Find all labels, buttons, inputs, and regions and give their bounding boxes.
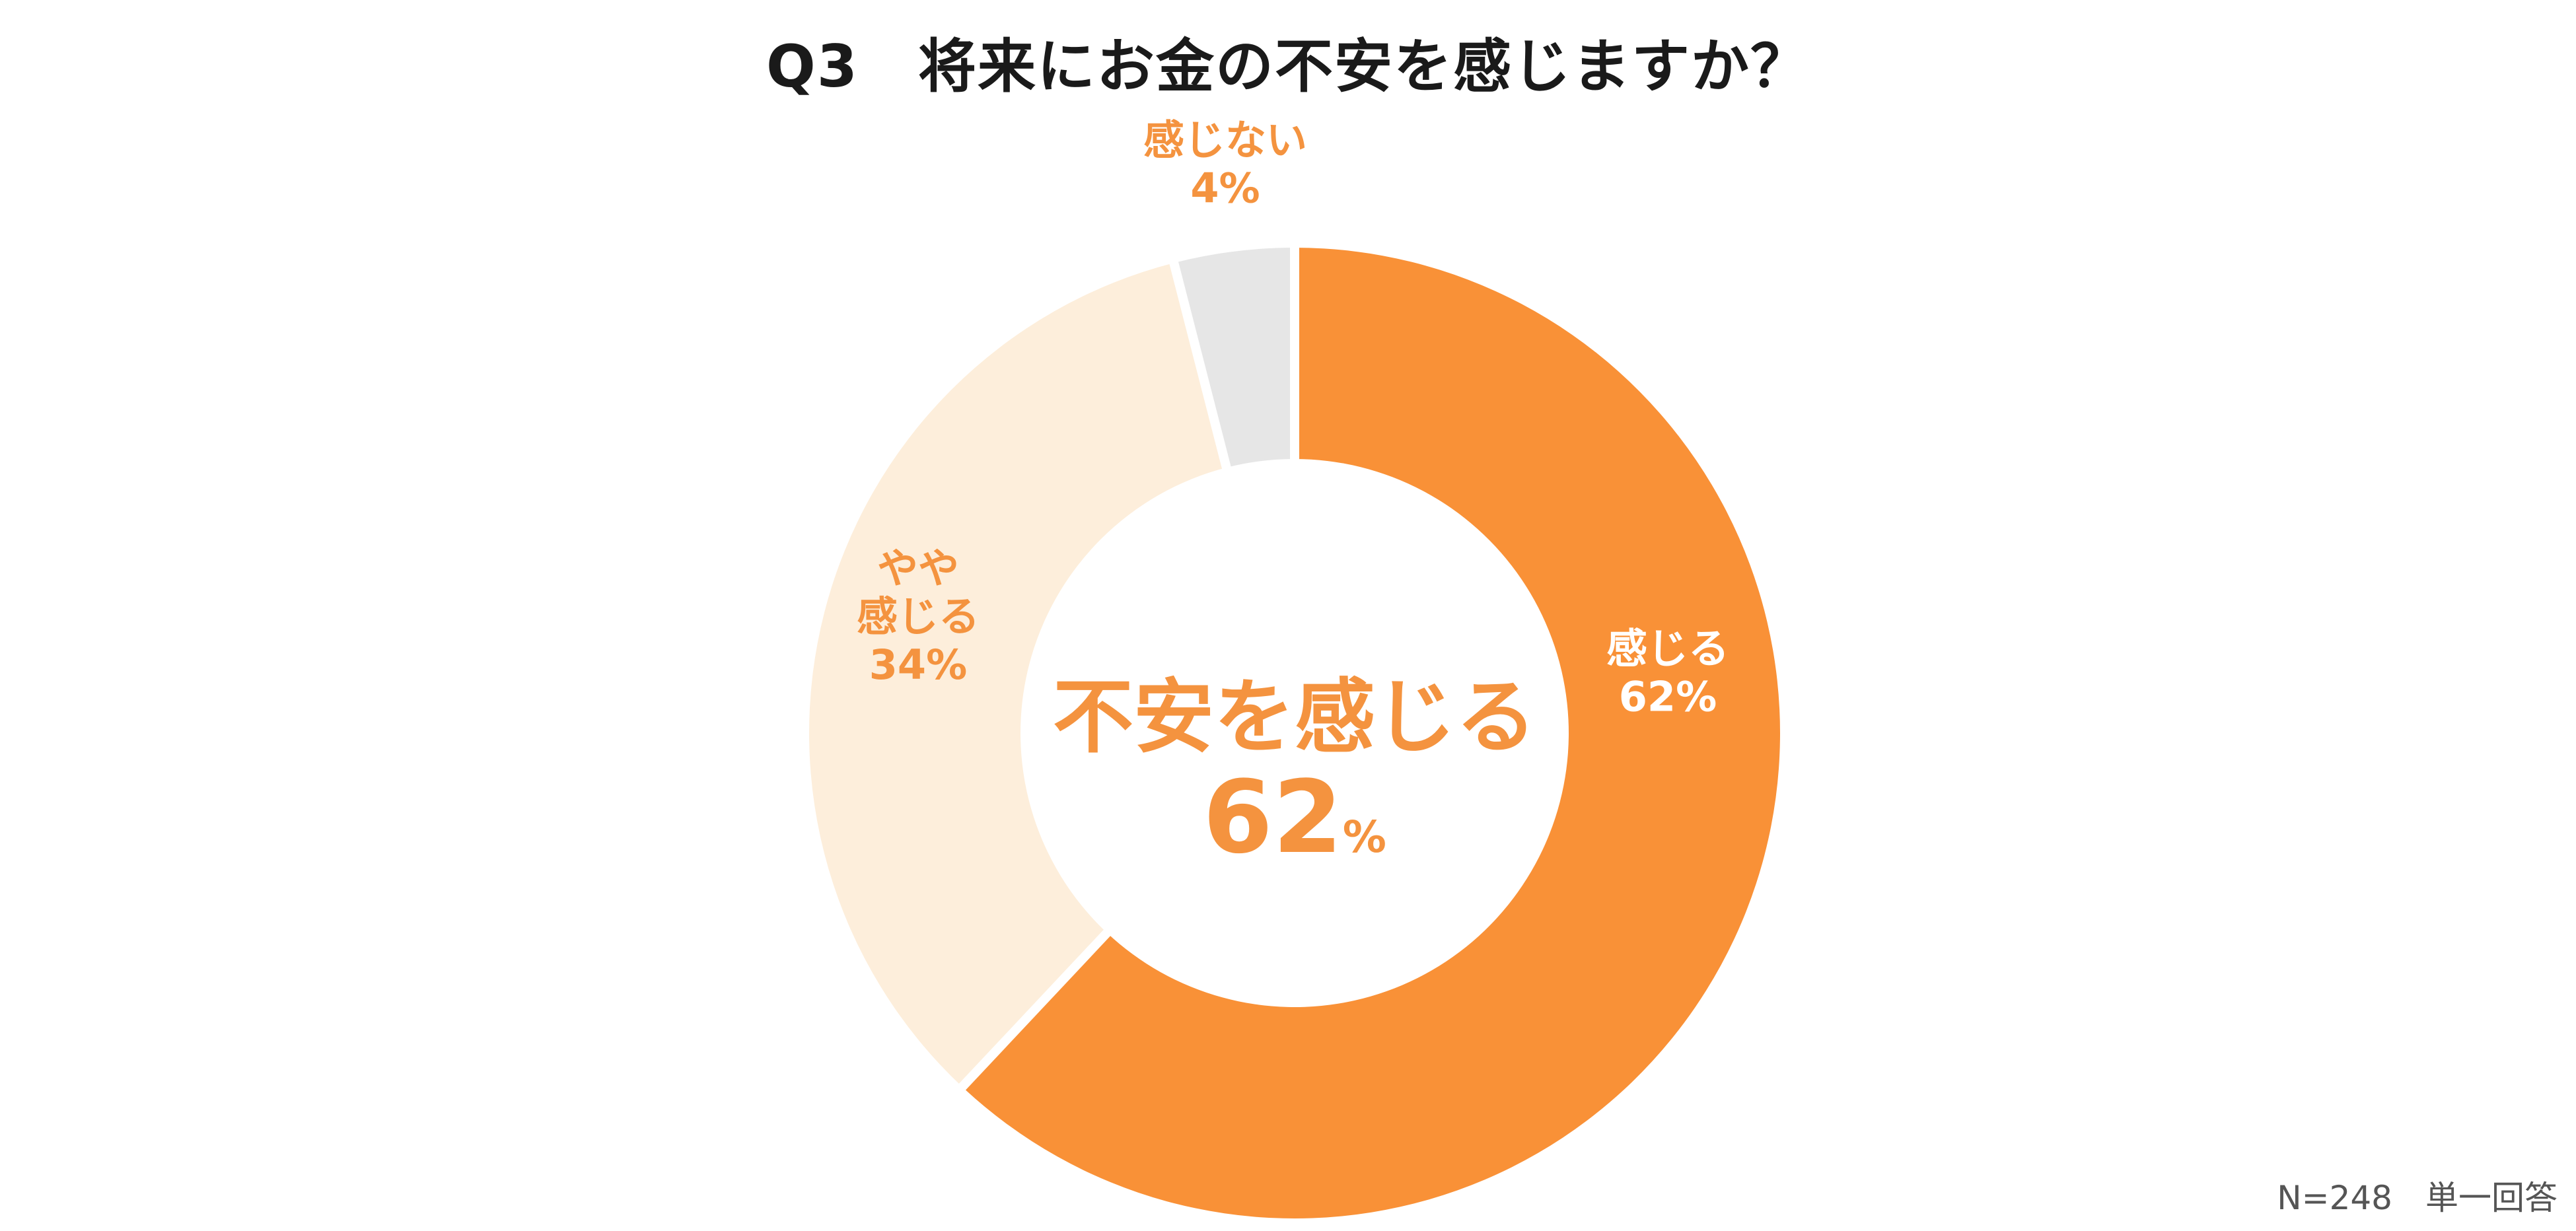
slice-label-line: 感じない	[1143, 116, 1307, 164]
slice-label-value: 62%	[1619, 673, 1717, 721]
slice-label-kanjiru: 感じる 62%	[1606, 624, 1729, 721]
slice-separator	[1167, 255, 1233, 475]
center-label-text: 不安を感じる	[1053, 670, 1536, 764]
center-label-value: 62	[1203, 759, 1343, 876]
slice-yaya-kanjiru	[809, 263, 1227, 1087]
sample-note: N=248 単一回答	[2277, 1179, 2558, 1217]
slice-label-line: 感じる	[857, 592, 980, 641]
slice-label-line: やや	[877, 544, 959, 592]
center-label-unit: %	[1343, 812, 1386, 862]
slice-label-value: 34%	[869, 641, 967, 689]
svg-text:62%: 62%	[1203, 759, 1386, 876]
slice-label-yaya-kanjiru: やや感じる 34%	[857, 544, 980, 689]
slice-label-value: 4%	[1190, 164, 1260, 213]
slice-label-kanjinai: 感じない 4%	[1143, 116, 1307, 212]
slice-separator	[954, 925, 1115, 1095]
slice-kanjinai	[1174, 248, 1295, 468]
slice-label-line: 感じる	[1606, 624, 1729, 672]
slice-kanjiru	[962, 247, 1781, 1219]
chart-title: Q3 将来にお金の不安を感じますか？	[766, 32, 1810, 100]
